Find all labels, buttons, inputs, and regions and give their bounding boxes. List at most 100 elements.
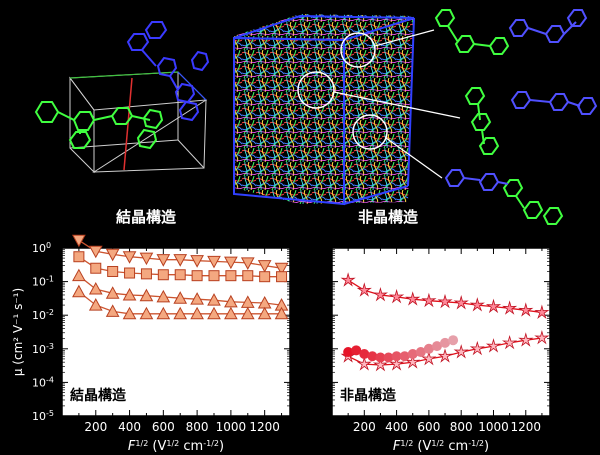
data-point [421,350,437,366]
data-point [448,335,459,346]
data-point [207,293,221,306]
data-point [173,306,188,320]
x-tick-label: 400 [385,420,408,434]
data-point [485,338,502,353]
series-3 [343,335,459,363]
x-tick-label: 1200 [511,420,542,434]
crystal-structure-label: 結晶構造 [116,208,177,226]
data-point [356,282,372,297]
data-point [139,252,154,266]
data-point [343,347,354,358]
data-point [90,262,102,274]
data-point [105,286,120,299]
data-point [190,255,204,268]
data-point [274,306,289,320]
x-axis-label: F1/2 (V1/2 cm-1/2) [128,439,224,455]
data-point [437,348,453,363]
data-point [534,304,550,319]
data-point [356,356,372,371]
data-point [122,251,137,264]
data-point [140,268,152,280]
data-point [88,282,103,295]
y-tick-label: 10-4 [32,375,54,390]
data-point [437,293,453,309]
x-tick-label: 1000 [478,420,509,434]
data-point [421,292,437,308]
chart-panel-1: 200 400 600 800 1000 1200 100 10-1 10-2 10-3 10-4 1… [11,234,291,455]
data-point [72,268,86,282]
data-point [415,347,426,358]
x-tick-label: 200 [84,420,107,434]
amorphous-structure-illustration [233,9,598,225]
data-point [388,356,405,371]
series-1 [340,272,550,319]
data-point [156,254,171,267]
data-point [173,254,188,267]
data-point [72,234,86,248]
data-point [518,332,534,347]
data-point [225,270,237,282]
series-1 [72,234,289,276]
data-point [157,269,169,281]
x-tick-label: 400 [118,420,141,434]
data-point [208,270,220,282]
x-tick-label: 1000 [216,420,247,434]
data-point [139,306,154,320]
data-point [156,306,171,320]
data-point [207,255,221,269]
data-point [274,262,289,276]
plot-area [331,247,551,417]
data-point [174,269,186,281]
data-point [485,298,502,314]
data-point [73,251,85,263]
y-axis-label: μ (cm² V⁻¹ s⁻¹) [11,288,25,376]
data-point [423,343,434,354]
data-point [173,291,188,304]
data-point [367,351,378,362]
data-point [72,284,86,298]
data-point [88,245,103,259]
data-point [259,271,271,283]
x-tick-label: 800 [450,420,473,434]
x-tick-label: 600 [152,420,175,434]
data-point [388,288,405,304]
data-point [407,349,418,360]
y-tick-label: 10-5 [32,409,54,424]
x-tick-label: 600 [417,420,440,434]
data-point [501,300,518,315]
data-point [518,302,534,317]
data-point [122,306,137,320]
data-point [375,352,386,363]
y-tick-label: 10-2 [32,308,54,323]
data-point [156,289,171,303]
data-point [242,270,254,282]
data-point [88,298,103,311]
data-point [190,306,204,320]
panel-label: 結晶構造 [70,387,126,404]
series-4 [72,284,289,320]
x-tick-label: 200 [353,420,376,434]
data-point [276,271,288,283]
data-point [124,267,136,279]
data-point [190,292,204,305]
data-point [257,260,272,273]
data-point [107,265,119,277]
data-point [469,340,485,356]
crystal-structure-illustration [34,21,210,174]
data-point [351,345,362,356]
data-point [469,297,485,312]
x-tick-label: 1200 [249,420,280,434]
y-tick-label: 100 [32,241,51,256]
data-point [383,352,394,363]
data-point [105,248,120,262]
data-point [391,351,402,362]
y-tick-label: 10-1 [32,274,54,289]
data-point [372,357,388,372]
series-2 [73,251,288,283]
data-point [431,341,442,352]
data-point [501,334,518,350]
data-point [399,351,410,362]
data-point [440,337,451,348]
